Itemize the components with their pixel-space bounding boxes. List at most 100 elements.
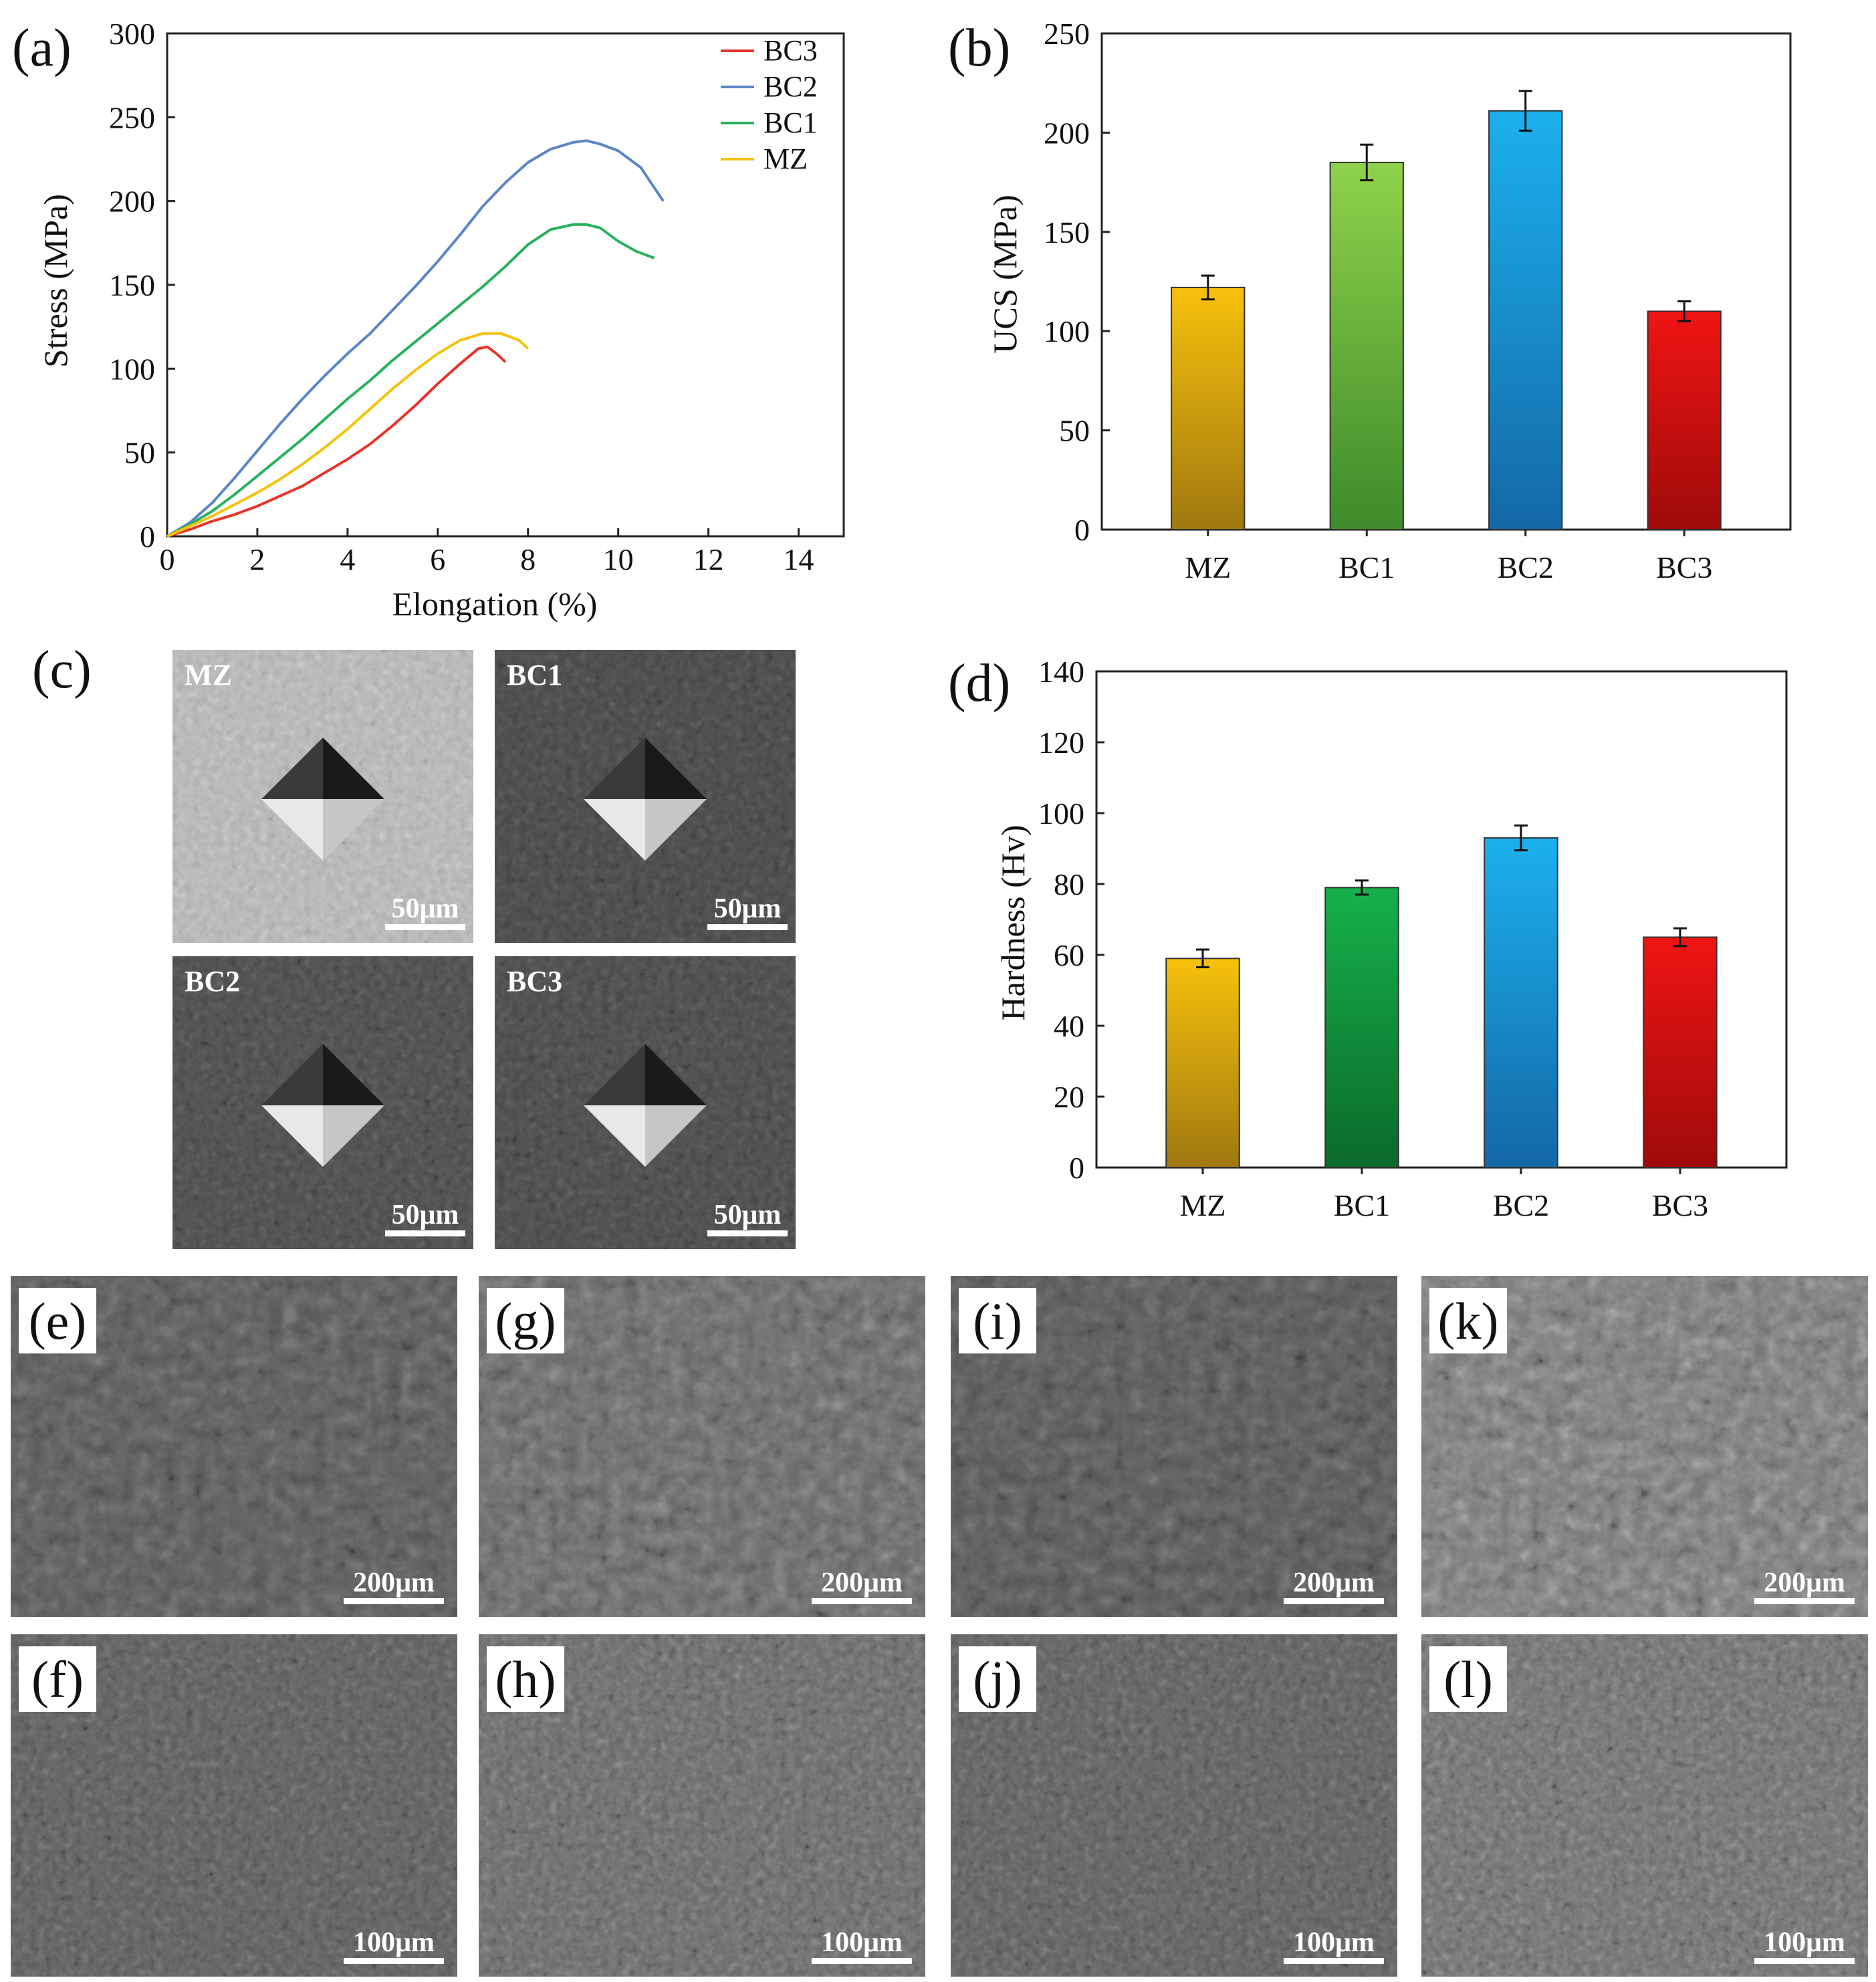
fracture-image-h: (h) 100μm — [479, 1634, 925, 1977]
indent-facet-light — [323, 799, 384, 861]
y-tick-label: 100 — [1038, 796, 1084, 831]
bar-bc3 — [1643, 936, 1718, 1168]
y-tick-label: 250 — [109, 100, 155, 134]
scale-bar — [812, 1958, 912, 1964]
indent-label: BC1 — [507, 659, 562, 691]
scale-bar — [385, 1230, 465, 1236]
bar-bc2 — [1484, 837, 1558, 1168]
indent-facet-dark — [645, 738, 707, 799]
legend-label-mz: MZ — [764, 142, 808, 175]
indent-facet-bright — [261, 799, 323, 861]
y-tick-label: 20 — [1054, 1080, 1084, 1114]
indent-facet-dark — [323, 738, 384, 799]
legend-label-bc3: BC3 — [764, 34, 818, 67]
indent-image-bc3: BC3 50μm — [495, 956, 796, 1249]
y-tick-label: 120 — [1038, 726, 1084, 760]
x-tick-label: 2 — [249, 542, 265, 576]
y-axis-label-b: UCS (MPa) — [986, 195, 1024, 354]
x-axis-label-a: Elongation (%) — [392, 585, 598, 623]
bar-bc2 — [1488, 110, 1563, 530]
panel-label-c: (c) — [32, 641, 92, 699]
indent-facet-dim — [584, 738, 645, 799]
indentation-micrographs: MZ 50μm BC1 50μm BC2 50μm BC3 50μm — [172, 650, 796, 1249]
panel-label-box — [19, 1646, 96, 1712]
plot-frame-a — [166, 32, 845, 538]
indent-label: BC3 — [507, 965, 562, 998]
scale-bar-label: 50μm — [392, 1200, 459, 1230]
bar-bc1 — [1329, 161, 1404, 531]
indent-label: BC2 — [185, 965, 240, 998]
fracture-image-e: (e) 200μm — [11, 1276, 457, 1617]
series-line-bc2 — [166, 139, 665, 538]
x-tick-label: 0 — [160, 542, 175, 576]
y-tick-label: 0 — [140, 520, 155, 554]
scale-bar — [344, 1958, 444, 1964]
y-tick-label: 140 — [1038, 655, 1084, 689]
fracture-image-f: (f) 100μm — [11, 1634, 457, 1977]
indent-facet-bright — [584, 799, 645, 861]
scale-bar-label: 100μm — [821, 1927, 903, 1958]
scale-bar — [385, 924, 465, 930]
panel-label-f: (f) — [31, 1650, 84, 1709]
panel-label-box — [959, 1288, 1036, 1353]
fracture-micrographs: (e) 200μm (f) 100μm (g) 200μm (h) 100μm (i) 200μm… — [11, 1276, 1868, 1977]
legend-label-bc2: BC2 — [764, 70, 818, 103]
y-tick-label: 80 — [1054, 867, 1084, 901]
y-tick-label: 150 — [1044, 215, 1090, 249]
x-tick-label-bc3: BC3 — [1652, 1188, 1708, 1222]
scale-bar-label: 200μm — [821, 1567, 903, 1598]
indent-facet-bright — [584, 1105, 645, 1167]
scale-bar-label: 100μm — [1764, 1927, 1845, 1958]
y-axis-label-a: Stress (MPa) — [37, 194, 74, 368]
y-tick-label: 100 — [1044, 314, 1090, 348]
panel-label-b: (b) — [948, 19, 1010, 78]
y-tick-label: 200 — [109, 185, 155, 219]
x-tick-label: 10 — [603, 542, 634, 576]
scale-bar-label: 50μm — [714, 1200, 782, 1230]
x-tick-label: 14 — [784, 542, 814, 576]
ucs-bar-chart: 0 50 100 150 200 250 MZ BC1 BC2 BC3 UCS (MPa) — [986, 17, 1792, 584]
panel-label-box — [959, 1646, 1036, 1712]
y-tick-label: 0 — [1069, 1151, 1084, 1185]
x-tick-label-bc1: BC1 — [1334, 1188, 1390, 1222]
indent-image-bc1: BC1 50μm — [495, 650, 796, 943]
fracture-image-j: (j) 100μm — [951, 1634, 1397, 1977]
panel-label-h: (h) — [495, 1650, 556, 1709]
indent-facet-light — [645, 799, 707, 861]
y-tick-label: 300 — [109, 17, 155, 51]
x-tick-label-bc3: BC3 — [1656, 550, 1712, 584]
y-tick-label: 50 — [124, 436, 155, 470]
legend-label-bc1: BC1 — [764, 106, 818, 139]
scale-bar-label: 200μm — [1293, 1567, 1375, 1598]
fracture-image-i: (i) 200μm — [951, 1276, 1397, 1617]
scale-bar — [707, 924, 788, 930]
panel-label-box — [1429, 1288, 1507, 1353]
scale-bar — [812, 1598, 912, 1604]
scale-bar — [1284, 1598, 1384, 1604]
indent-image-bc2: BC2 50μm — [172, 956, 473, 1249]
y-axis-label-d: Hardness (Hv) — [994, 825, 1032, 1021]
scale-bar — [1754, 1598, 1855, 1604]
x-tick-label: 8 — [520, 542, 536, 576]
y-tick-label: 60 — [1054, 938, 1084, 972]
bar-bc3 — [1647, 310, 1722, 530]
indent-facet-dim — [261, 738, 323, 799]
panel-label-a: (a) — [12, 19, 72, 78]
y-tick-label: 100 — [109, 352, 155, 386]
panel-label-i: (i) — [973, 1292, 1022, 1350]
indent-image-mz: MZ 50μm — [172, 650, 473, 943]
y-tick-label: 40 — [1054, 1009, 1084, 1043]
fracture-image-l: (l) 100μm — [1421, 1634, 1868, 1977]
panel-label-d: (d) — [948, 654, 1010, 713]
y-tick-label: 50 — [1059, 414, 1090, 448]
panel-label-box — [19, 1288, 96, 1353]
panel-label-box — [1429, 1646, 1507, 1712]
indent-facet-dim — [584, 1044, 645, 1105]
scale-bar-label: 50μm — [392, 893, 459, 924]
indent-facet-light — [323, 1105, 384, 1167]
scale-bar — [707, 1230, 788, 1236]
scale-bar-label: 100μm — [353, 1927, 435, 1958]
x-tick-label-mz: MZ — [1185, 550, 1231, 584]
